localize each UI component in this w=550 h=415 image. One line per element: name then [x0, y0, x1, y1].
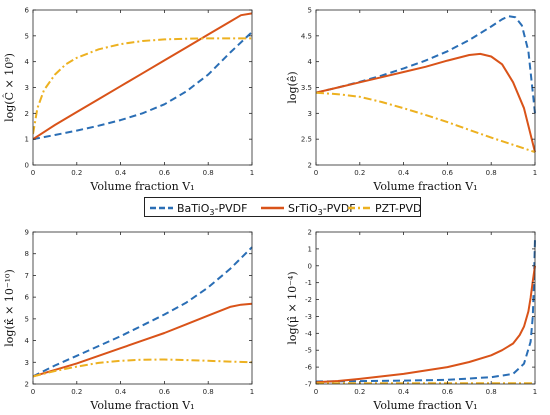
y-tick-label: 5: [25, 32, 29, 40]
x-tick-label: 0: [314, 169, 318, 177]
x-tick-label: 0.6: [159, 169, 171, 177]
x-tick-label: 0.2: [71, 388, 82, 396]
y-tick-label: -7: [305, 381, 312, 389]
x-tick-label: 0.8: [486, 388, 497, 396]
series-line-srtio3: [33, 302, 253, 378]
y-tick-label: 3: [25, 359, 29, 367]
plot-frame: [32, 231, 253, 385]
series-line-pzt: [33, 358, 253, 378]
x-tick-label: 0.4: [115, 169, 127, 177]
y-tick-label: 2.5: [301, 136, 312, 144]
series-line-pzt: [33, 37, 252, 135]
x-tick-label: 0.4: [398, 388, 410, 396]
x-tick-label: 0.6: [159, 388, 171, 396]
y-axis-label: log(ê): [286, 71, 299, 103]
chart-2: 0 0.2 0.4 0.6 0.8 1 2 2.5 3 3.5 4 4.5 5 Volume fracti…: [286, 7, 537, 194]
y-tick-label: 8: [25, 250, 29, 258]
y-tick-label: 6: [25, 294, 30, 302]
y-tick-label: 2: [308, 162, 312, 170]
y-axis-label: log(κ̂ × 10⁻¹⁰): [3, 269, 16, 346]
y-tick-label: -3: [305, 313, 312, 321]
legend: BaTiO3-PVDF SrTiO3-PVDF PZT-PVDF: [144, 197, 422, 217]
y-tick-label: -4: [305, 330, 313, 338]
x-tick-label: 0.4: [398, 169, 410, 177]
series-line-batio3: [316, 15, 536, 114]
x-axis-label: Volume fraction V₁: [372, 180, 477, 193]
y-tick-label: -6: [305, 364, 313, 372]
y-tick-label: 2: [25, 110, 29, 118]
plot-frame: [32, 9, 253, 166]
x-tick-label: 0.2: [71, 169, 82, 177]
series-line-srtio3: [316, 265, 536, 384]
x-tick-label: 0: [31, 388, 35, 396]
y-tick-label: 4.5: [301, 32, 312, 40]
y-tick-label: 4: [25, 58, 30, 66]
x-tick-label: 1: [250, 169, 254, 177]
x-tick-label: 0.8: [203, 169, 214, 177]
y-tick-label: 2: [308, 229, 312, 237]
x-tick-label: 0.2: [354, 388, 365, 396]
x-tick-label: 0.8: [203, 388, 214, 396]
x-tick-label: 0.6: [442, 169, 454, 177]
chart-3: 0 0.2 0.4 0.6 0.8 1 2 3 4 5 6 7 8 9 Volume fraction V₁…: [3, 229, 254, 413]
series-line-pzt: [316, 91, 536, 154]
y-tick-label: 9: [25, 229, 29, 237]
series-line-srtio3: [33, 12, 253, 141]
plot-frame: [315, 231, 536, 385]
legend-label-pzt: PZT-PVDF: [375, 202, 422, 215]
y-axis-label: log(Ĉ × 10⁹): [2, 53, 16, 122]
legend-svg: BaTiO3-PVDF SrTiO3-PVDF PZT-PVDF: [150, 202, 422, 217]
series-line-batio3: [316, 238, 536, 383]
x-tick-label: 0: [31, 169, 35, 177]
y-tick-label: -5: [305, 347, 312, 355]
y-tick-label: 3: [25, 84, 29, 92]
y-tick-label: 4: [25, 337, 30, 345]
x-tick-label: 1: [533, 169, 537, 177]
y-axis-label: log(μ̂ × 10⁻⁴): [286, 271, 299, 344]
y-tick-label: 4: [308, 58, 313, 66]
y-tick-label: -2: [305, 296, 312, 304]
y-tick-label: 2: [25, 381, 29, 389]
y-tick-label: 3.5: [301, 84, 312, 92]
x-tick-label: 1: [533, 388, 537, 396]
x-axis-label: Volume fraction V₁: [89, 399, 194, 412]
y-tick-label: -1: [305, 279, 312, 287]
x-tick-label: 0.4: [115, 388, 127, 396]
x-tick-label: 0.8: [486, 169, 497, 177]
y-tick-label: 0: [308, 262, 312, 270]
x-tick-label: 0: [314, 388, 318, 396]
y-tick-label: 1: [308, 245, 312, 253]
y-tick-label: 5: [25, 315, 29, 323]
x-tick-label: 0.6: [442, 388, 454, 396]
y-tick-label: 7: [25, 272, 29, 280]
x-axis-label: Volume fraction V₁: [89, 180, 194, 193]
x-tick-label: 0.2: [354, 169, 365, 177]
legend-label-batio3: BaTiO3-PVDF: [177, 202, 247, 217]
y-tick-label: 5: [308, 7, 312, 15]
y-tick-label: 0: [25, 162, 29, 170]
x-tick-label: 1: [250, 388, 254, 396]
y-tick-label: 1: [25, 136, 29, 144]
x-axis-label: Volume fraction V₁: [372, 399, 477, 412]
y-tick-label: 6: [25, 7, 30, 15]
series-line-batio3: [33, 31, 253, 141]
y-tick-label: 3: [308, 110, 312, 118]
legend-label-srtio3: SrTiO3-PVDF: [288, 202, 356, 217]
series-line-srtio3: [316, 52, 536, 153]
chart-1: 0 0.2 0.4 0.6 0.8 1 0 1 2 3 4 5 6 Volume fraction V₁ l…: [2, 7, 254, 194]
chart-4: 0 0.2 0.4 0.6 0.8 1 -7 -6 -5 -4 -3 -2 -1 0 1 2 Volume fr…: [286, 229, 537, 413]
